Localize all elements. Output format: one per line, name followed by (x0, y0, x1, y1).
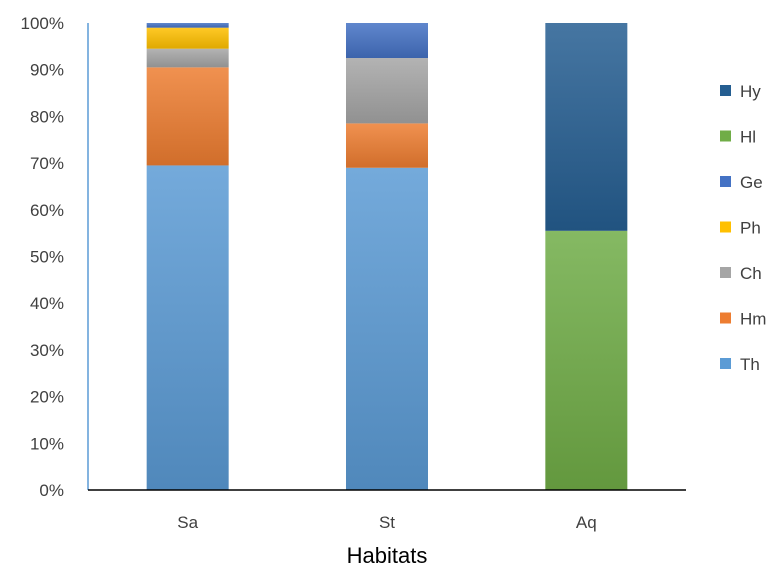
bar-segment-ph-sa (146, 27, 229, 49)
bars (146, 23, 628, 490)
y-tick-label: 40% (30, 294, 64, 313)
y-tick-label: 90% (30, 61, 64, 80)
y-tick-label: 50% (30, 248, 64, 267)
x-axis-tick-labels: Sa St Aq (177, 513, 596, 532)
bar-segment-ge-st (346, 23, 428, 59)
x-axis-title: Habitats (347, 543, 428, 568)
legend-swatch-ge (720, 176, 731, 187)
y-tick-label: 70% (30, 154, 64, 173)
legend-label-hl: Hl (740, 128, 756, 147)
legend-label-ph: Ph (740, 219, 761, 238)
y-tick-label: 0% (39, 481, 64, 500)
bar-segment-ge-sa (146, 23, 229, 28)
bar-segment-hy-aq (545, 23, 628, 231)
x-tick-label: Sa (177, 513, 198, 532)
legend-swatch-ph (720, 221, 731, 233)
y-tick-label: 80% (30, 107, 64, 126)
legend-swatch-hy (720, 85, 731, 96)
y-tick-label: 10% (30, 434, 64, 453)
y-tick-label: 60% (30, 201, 64, 220)
bar-segment-hl-aq (545, 230, 628, 490)
x-tick-label: Aq (576, 513, 597, 532)
bar-segment-th-st (346, 167, 428, 490)
legend-swatch-hm (720, 312, 731, 324)
bar-segment-ch-st (346, 58, 428, 124)
legend-label-th: Th (740, 355, 760, 374)
legend-label-hm: Hm (740, 310, 766, 329)
y-tick-label: 30% (30, 341, 64, 360)
legend-swatch-hl (720, 130, 731, 142)
legend-swatch-th (720, 358, 731, 369)
x-tick-label: St (379, 513, 395, 532)
y-axis-tick-labels: 0% 10% 20% 30% 40% 50% 60% 70% 80% 90% 100% (21, 14, 64, 500)
legend-label-ge: Ge (740, 173, 763, 192)
bar-segment-ch-sa (146, 48, 229, 68)
y-tick-label: 20% (30, 388, 64, 407)
bar-segment-hm-st (346, 123, 428, 168)
legend-label-hy: Hy (740, 82, 761, 101)
legend: Hy Hl Ge Ph Ch Hm Th (720, 82, 766, 374)
bar-segment-th-sa (146, 165, 229, 490)
bar-segment-hm-sa (146, 67, 229, 166)
y-tick-label: 100% (21, 14, 64, 33)
legend-swatch-ch (720, 267, 731, 278)
legend-label-ch: Ch (740, 264, 762, 283)
